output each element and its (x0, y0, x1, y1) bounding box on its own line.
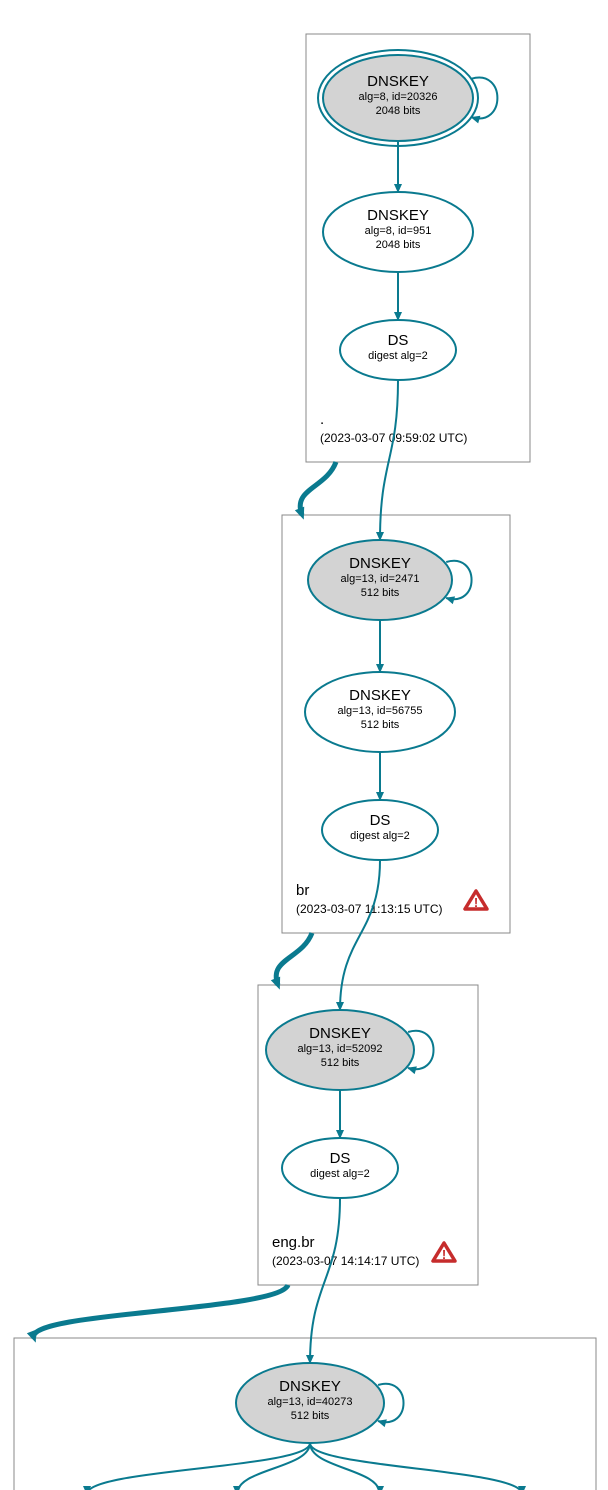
signing-edge (310, 1443, 380, 1490)
node-text: DS (370, 812, 391, 829)
node-eng-ds: DSdigest alg=2 (282, 1138, 398, 1198)
node-text: DNSKEY (349, 555, 411, 572)
node-text: digest alg=2 (310, 1168, 370, 1180)
signing-edge (340, 860, 380, 1010)
signing-edge (237, 1443, 310, 1490)
node-text: 512 bits (361, 719, 400, 731)
node-text: DS (388, 332, 409, 349)
node-text: DNSKEY (367, 207, 429, 224)
node-text: alg=8, id=20326 (359, 91, 438, 103)
node-eng-ksk: DNSKEYalg=13, id=52092 512 bits (266, 1010, 434, 1090)
node-text: DNSKEY (367, 73, 429, 90)
delegation-edge (300, 462, 336, 515)
node-foo-ksk: DNSKEYalg=13, id=40273 512 bits (236, 1363, 404, 1443)
delegation-edge (276, 933, 312, 985)
node-br-zsk: DNSKEYalg=13, id=56755 512 bits (305, 672, 455, 752)
svg-text:!: ! (474, 895, 478, 910)
node-text: 512 bits (361, 587, 400, 599)
zone-label: . (320, 411, 324, 428)
signing-edge (380, 380, 398, 540)
node-br-ksk: DNSKEYalg=13, id=2471 512 bits (308, 540, 472, 620)
node-text: digest alg=2 (350, 830, 410, 842)
node-text: alg=13, id=2471 (341, 573, 420, 585)
node-text: DS (330, 1150, 351, 1167)
svg-text:!: ! (442, 1247, 446, 1262)
dnssec-chain-diagram: .(2023-03-07 09:59:02 UTC)br(2023-03-07 … (0, 0, 608, 1490)
zone-label: eng.br (272, 1234, 315, 1251)
node-text: 512 bits (291, 1410, 330, 1422)
node-text: 2048 bits (376, 105, 421, 117)
zone-label: br (296, 882, 309, 899)
node-root-ksk: DNSKEYalg=8, id=20326 2048 bits (318, 50, 497, 146)
node-text: DNSKEY (279, 1378, 341, 1395)
node-text: 512 bits (321, 1057, 360, 1069)
node-br-ds: DSdigest alg=2 (322, 800, 438, 860)
zone-timestamp: (2023-03-07 14:14:17 UTC) (272, 1254, 419, 1268)
node-root-ds: DSdigest alg=2 (340, 320, 456, 380)
node-text: DNSKEY (349, 687, 411, 704)
node-root-zsk: DNSKEYalg=8, id=951 2048 bits (323, 192, 473, 272)
node-text: digest alg=2 (368, 350, 428, 362)
node-text: 2048 bits (376, 239, 421, 251)
delegation-edge (34, 1285, 288, 1338)
node-text: alg=13, id=56755 (337, 705, 422, 717)
node-text: DNSKEY (309, 1025, 371, 1042)
node-text: alg=8, id=951 (365, 225, 432, 237)
node-text: alg=13, id=52092 (297, 1043, 382, 1055)
node-text: alg=13, id=40273 (267, 1396, 352, 1408)
